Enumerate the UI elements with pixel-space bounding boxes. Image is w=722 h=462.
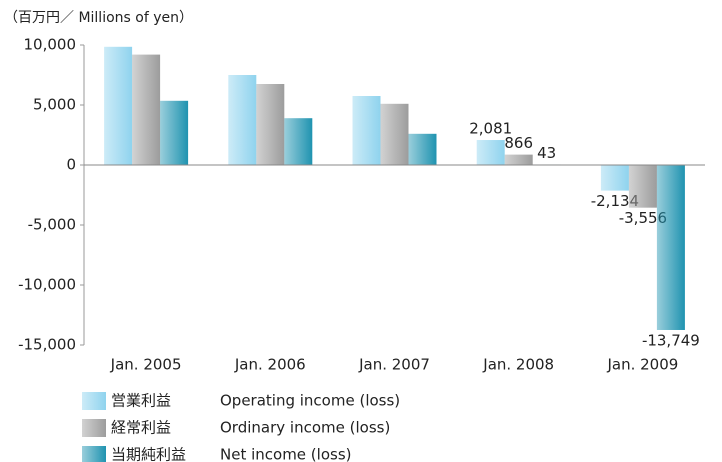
bar — [256, 84, 285, 165]
bar — [628, 165, 657, 208]
bar — [228, 75, 257, 165]
bar — [408, 133, 437, 165]
x-tick-label: Jan. 2009 — [606, 356, 678, 374]
x-tick-label: Jan. 2008 — [482, 356, 554, 374]
x-tick-label: Jan. 2005 — [110, 356, 182, 374]
data-label: -13,749 — [642, 331, 700, 349]
y-tick-label: 5,000 — [33, 96, 76, 114]
y-tick-label: 10,000 — [24, 36, 77, 54]
bar — [132, 54, 161, 165]
bar — [352, 96, 381, 165]
data-label: 43 — [537, 144, 556, 162]
data-label: -2,134 — [591, 192, 639, 210]
x-tick-label: Jan. 2006 — [234, 356, 306, 374]
bar — [380, 103, 409, 165]
data-label: -3,556 — [619, 209, 667, 227]
data-label: 866 — [504, 134, 533, 152]
y-tick-label: 0 — [66, 156, 76, 174]
x-tick-label: Jan. 2007 — [358, 356, 430, 374]
legend-swatch — [82, 446, 106, 462]
bar — [656, 165, 685, 330]
y-tick-label: -5,000 — [28, 216, 76, 234]
bar — [284, 118, 313, 165]
data-label: 2,081 — [469, 120, 512, 138]
bar — [160, 100, 189, 165]
legend-label: Ordinary income (loss) — [220, 419, 390, 437]
legend-label: Operating income (loss) — [220, 392, 400, 410]
y-tick-label: -10,000 — [18, 276, 76, 294]
legend-label-ja: 営業利益 — [111, 392, 171, 410]
bar — [104, 46, 133, 165]
bar — [600, 165, 629, 191]
legend-swatch — [82, 419, 106, 437]
legend-label-ja: 経常利益 — [111, 419, 171, 437]
y-tick-label: -15,000 — [18, 336, 76, 354]
y-axis-label: （百万円／ Millions of yen） — [4, 10, 193, 26]
legend-label-ja: 当期純利益 — [111, 446, 186, 462]
bar — [476, 140, 505, 165]
bar — [504, 154, 533, 165]
legend-swatch — [82, 392, 106, 410]
legend-label: Net income (loss) — [220, 446, 351, 462]
